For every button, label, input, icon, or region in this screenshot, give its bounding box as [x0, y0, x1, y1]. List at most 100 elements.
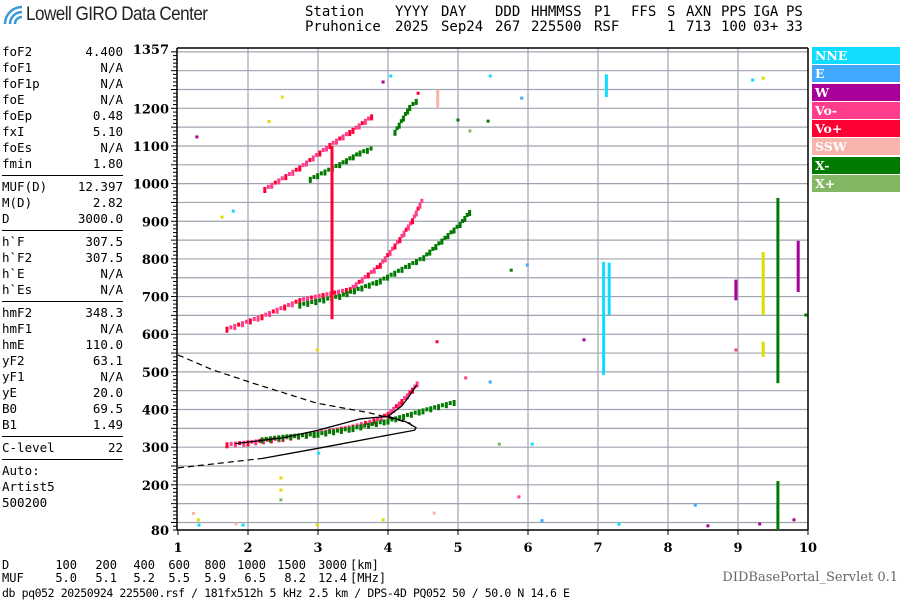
polarization-legend: NNE E W Vo- Vo+ SSW X- X+ [812, 47, 900, 193]
echo-point [706, 524, 710, 528]
echo-spread [761, 341, 765, 357]
echo-mark [417, 409, 421, 416]
echo-mark [315, 153, 319, 158]
echo-trace-vo- [263, 114, 374, 194]
echo-point [464, 376, 468, 380]
x-tick-label: 1 [173, 541, 182, 556]
echo-point [196, 518, 200, 522]
echo-mark [395, 126, 399, 131]
echo-point [280, 95, 284, 99]
parameter-name: foF1p [2, 76, 40, 91]
x-tick-label: 3 [313, 541, 322, 556]
echo-mark [437, 404, 441, 411]
parameter-row: C-level 22 [2, 440, 123, 456]
x-tick-label: 8 [663, 541, 672, 556]
echo-mark [334, 164, 338, 169]
echo-mark [324, 430, 328, 437]
parameter-value: 110.0 [85, 337, 123, 352]
parameter-name: yE [2, 385, 18, 400]
giro-logo: Lowell GIRO Data Center [2, 3, 228, 27]
echo-mark [412, 214, 416, 219]
echo-mark [443, 235, 447, 240]
echo-mark [290, 301, 294, 308]
echo-mark [297, 433, 301, 440]
echo-mark [397, 122, 401, 129]
echo-mark [345, 291, 349, 298]
echo-mark [354, 282, 358, 289]
x-tick-label: 5 [453, 541, 462, 556]
header-field-value: 100 [721, 19, 747, 35]
header-field: DAY Sep24 [441, 5, 483, 35]
echo-point [195, 135, 199, 139]
echo-spread [436, 89, 440, 109]
echo-mark [378, 262, 382, 269]
echo-mark [382, 276, 386, 281]
legend-item-vo-minus: Vo- [812, 101, 900, 119]
echo-point [582, 338, 586, 342]
echo-mark [394, 404, 398, 409]
echo-mark [304, 160, 308, 167]
parameter-value: 3000.0 [77, 211, 123, 226]
echo-mark [372, 418, 376, 425]
parameter-value: 1.49 [92, 417, 123, 432]
header-field-label: P1 [594, 4, 611, 20]
parameter-name: h`Es [2, 282, 33, 297]
muf-value: 5.2 [133, 571, 155, 585]
echo-mark [300, 433, 304, 438]
echo-mark [399, 119, 403, 124]
echo-mark [334, 294, 338, 299]
echo-point [540, 519, 544, 523]
y-tick-label: 800 [142, 253, 169, 268]
header-field-value: Sep24 [441, 19, 484, 35]
echo-mark [379, 415, 383, 422]
echo-mark [449, 230, 453, 235]
legend-item-nne: NNE [812, 47, 900, 64]
echo-mark [302, 297, 306, 302]
echo-point [234, 522, 238, 526]
echo-mark [308, 176, 312, 183]
echo-point [751, 78, 755, 82]
echo-point [792, 518, 796, 522]
parameter-value: 12.397 [77, 179, 123, 194]
echo-mark [372, 267, 376, 274]
header-field-label: DDD [495, 4, 521, 20]
parameter-name: foF1 [2, 60, 33, 75]
autoscaling-line: Artist5 [2, 479, 55, 494]
parameter-name: hmF1 [2, 321, 33, 336]
echo-mark [404, 227, 408, 232]
echo-mark [348, 156, 352, 161]
echo-mark [325, 145, 329, 152]
parameter-value: 1.80 [92, 156, 123, 171]
parameter-name: foE [2, 92, 25, 107]
echo-mark [252, 317, 256, 322]
echo-mark [316, 431, 320, 438]
muf-row: MUF 5.0 5.1 5.2 5.5 5.9 6.5 8.2 12.4 [MHz] [2, 571, 502, 585]
parameter-value: N/A [100, 266, 123, 281]
echo-point [267, 119, 271, 123]
echo-mark [327, 167, 331, 172]
echo-mark [400, 398, 404, 405]
echo-mark [363, 423, 367, 428]
echo-mark [414, 98, 418, 105]
file-info: db pq052 20250924 225500.rsf / 181fx512h… [2, 586, 570, 600]
distance-unit: [km] [350, 558, 379, 572]
muf-value: 12.4 [318, 571, 347, 585]
echo-mark [237, 322, 241, 327]
distance-value: 1000 [237, 558, 266, 572]
x-tick-label: 6 [523, 541, 532, 556]
parameter-value: 307.5 [85, 250, 123, 265]
distance-value: 800 [204, 558, 226, 572]
echo-mark [325, 292, 329, 297]
echo-point [432, 511, 436, 515]
legend-item-w: W [812, 83, 900, 101]
echo-mark [468, 209, 472, 216]
echo-mark [279, 306, 283, 311]
echo-mark [264, 312, 268, 317]
echo-spread [761, 252, 765, 316]
echo-mark [411, 218, 414, 225]
parameter-value: 22 [107, 440, 123, 455]
echo-mark [294, 299, 298, 304]
distance-value: 100 [55, 558, 77, 572]
distance-value: 400 [133, 558, 155, 572]
parameter-value: 307.5 [85, 234, 123, 249]
